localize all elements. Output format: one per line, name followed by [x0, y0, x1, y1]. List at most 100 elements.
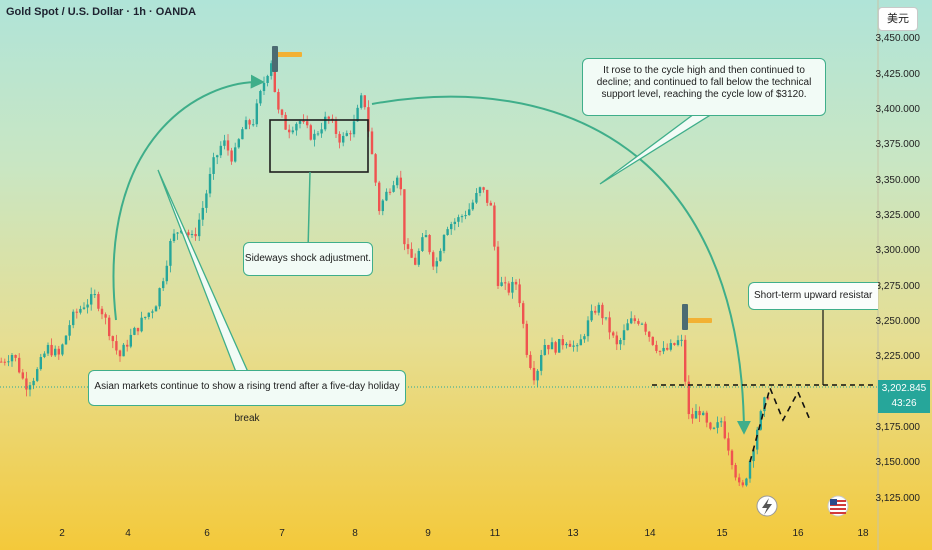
candle-body — [270, 63, 273, 76]
note-resistance: Short-term upward resistar — [748, 282, 878, 310]
candle-body — [162, 281, 165, 289]
candle-body — [435, 261, 438, 267]
candle-body — [590, 310, 593, 321]
candle-body — [388, 191, 392, 193]
lightning-icon[interactable] — [756, 495, 778, 517]
candle-body — [727, 438, 730, 451]
candle-body — [122, 344, 125, 357]
candle-body — [356, 107, 359, 122]
candle-body — [72, 311, 75, 326]
candle-body — [374, 154, 377, 183]
candle-body — [608, 317, 611, 333]
y-tick-label: 3,400.000 — [875, 103, 921, 115]
y-tick-label: 3,225.000 — [875, 351, 921, 363]
y-tick-label: 3,300.000 — [875, 245, 921, 257]
candle-body — [730, 450, 734, 466]
candle-body — [633, 318, 636, 322]
candle-body — [550, 342, 554, 350]
note-cycle-high-text: It rose to the cycle high and then conti… — [596, 65, 812, 100]
candle-body — [644, 323, 647, 332]
candle-body — [568, 343, 572, 347]
candle-body — [579, 339, 582, 346]
candle-body — [327, 116, 330, 119]
candle-body — [511, 281, 514, 293]
x-tick-label: 11 — [489, 528, 501, 539]
callout-asian-pointer — [157, 169, 250, 373]
candle-body — [396, 177, 399, 186]
candle-body — [3, 361, 6, 363]
candle-body — [64, 335, 68, 345]
candle-body — [655, 344, 658, 351]
candle-body — [21, 372, 24, 379]
candle-body — [259, 91, 262, 104]
candle-body — [291, 130, 294, 133]
us-flag-icon[interactable] — [827, 495, 849, 517]
candle-body — [651, 336, 654, 345]
candle-body — [424, 235, 428, 238]
candle-body — [280, 109, 284, 115]
candle-body — [194, 234, 197, 237]
note-asian-text: Asian markets continue to show a rising … — [94, 381, 400, 424]
candle-body — [108, 317, 111, 337]
candle-body — [493, 205, 496, 247]
candle-body — [266, 75, 269, 83]
candle-body — [554, 342, 557, 353]
candle-body — [673, 343, 676, 345]
candle-body — [288, 129, 291, 133]
candle-body — [248, 120, 251, 125]
currency-badge[interactable]: 美元 — [878, 7, 918, 31]
candle-body — [97, 294, 100, 309]
candle-body — [100, 308, 104, 315]
candle-body — [352, 121, 356, 135]
candle-body — [284, 114, 287, 130]
candle-body — [392, 185, 395, 192]
consolidation-box — [269, 119, 369, 173]
candle-body — [241, 129, 244, 140]
candle-body — [111, 336, 114, 342]
candle-body — [313, 133, 316, 140]
candle-body — [723, 421, 726, 439]
candle-body — [583, 336, 586, 340]
candle-body — [525, 323, 528, 355]
candle-body — [158, 288, 161, 307]
note-asian-markets: Asian markets continue to show a rising … — [88, 370, 406, 424]
candle-body — [201, 207, 204, 220]
candle-body — [486, 189, 489, 203]
current-price-value: 3,202.845 — [881, 383, 927, 394]
candle-body — [594, 310, 597, 313]
candle-body — [118, 350, 122, 357]
candle-body — [406, 244, 410, 249]
candle-body — [576, 345, 579, 347]
candle-body — [36, 369, 39, 381]
candle-body — [522, 303, 525, 324]
candle-body — [756, 429, 759, 450]
candle-body — [190, 234, 194, 236]
x-tick-label: 13 — [567, 528, 579, 539]
candle-body — [658, 350, 662, 352]
candle-body — [763, 397, 766, 412]
candle-body — [165, 265, 168, 282]
candle-body — [255, 103, 258, 125]
candle-body — [136, 327, 140, 332]
candle-body — [144, 316, 147, 318]
candle-body — [615, 335, 618, 345]
candle-body — [439, 250, 442, 262]
candle-body — [230, 150, 233, 162]
candle-body — [496, 246, 500, 286]
candle-body — [540, 355, 543, 371]
candle-body — [14, 354, 17, 358]
candle-body — [151, 311, 154, 313]
y-tick-label: 3,250.000 — [875, 316, 921, 328]
y-tick-label: 3,425.000 — [875, 68, 921, 80]
x-tick-label: 7 — [279, 528, 285, 539]
candle-body — [324, 116, 327, 130]
candle-body — [320, 129, 323, 134]
candle-body — [410, 248, 413, 258]
candle-body — [54, 348, 57, 356]
candle-body — [244, 120, 248, 130]
candle-body — [669, 343, 672, 350]
candle-body — [543, 344, 546, 356]
candle-body — [25, 378, 28, 390]
